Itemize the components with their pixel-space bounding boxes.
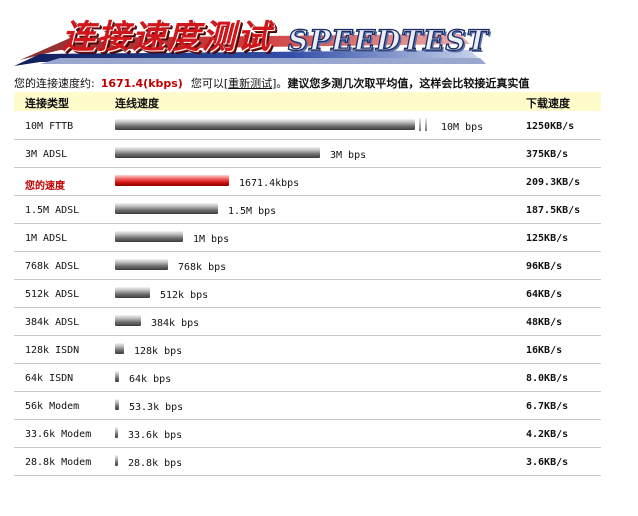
measured-speed: 1671.4(kbps) bbox=[100, 77, 183, 90]
download-speed: 187.5KB/s bbox=[526, 205, 581, 216]
banner: 连接速度测试 SPEEDTEST bbox=[0, 0, 638, 70]
connection-type: 3M ADSL bbox=[25, 149, 68, 160]
connection-type: 1M ADSL bbox=[25, 233, 68, 244]
banner-graphic bbox=[14, 34, 486, 66]
download-speed: 48KB/s bbox=[526, 317, 563, 328]
summary-prefix: 您的连接速度约: bbox=[14, 77, 95, 90]
table-row: 384k ADSL 384k bps 48KB/s bbox=[14, 308, 601, 336]
speed-bar bbox=[115, 343, 124, 354]
download-speed: 6.7KB/s bbox=[526, 401, 569, 412]
connection-type: 28.8k Modem bbox=[25, 457, 92, 468]
summary-tip: 建议您多测几次取平均值，这样会比较接近真实值 bbox=[287, 77, 530, 90]
table-row: 512k ADSL 512k bps 64KB/s bbox=[14, 280, 601, 308]
line-speed-label: 384k bps bbox=[151, 318, 200, 329]
connection-type: 您的速度 bbox=[25, 181, 65, 192]
bar-overflow-marker bbox=[419, 118, 429, 131]
header-line-speed: 连线速度 bbox=[115, 97, 159, 110]
table-row: 56k Modem 53.3k bps 6.7KB/s bbox=[14, 392, 601, 420]
line-speed-label: 1.5M bps bbox=[228, 206, 277, 217]
download-speed: 16KB/s bbox=[526, 345, 563, 356]
speed-bar bbox=[115, 371, 119, 382]
table-row: 1.5M ADSL 1.5M bps 187.5KB/s bbox=[14, 196, 601, 224]
table-row: 768k ADSL 768k bps 96KB/s bbox=[14, 252, 601, 280]
header-connection-type: 连接类型 bbox=[25, 97, 69, 110]
download-speed: 209.3KB/s bbox=[526, 177, 581, 188]
summary-can-text: 您可以[ bbox=[190, 77, 229, 90]
speed-summary: 您的连接速度约: 1671.4(kbps) 您可以[重新测试]。建议您多测几次取平均… bbox=[14, 75, 634, 91]
table-header: 连接类型 连线速度 下载速度 bbox=[14, 92, 601, 111]
speed-bar bbox=[115, 119, 415, 130]
line-speed-label: 1671.4kbps bbox=[239, 178, 300, 189]
header-download-speed: 下载速度 bbox=[526, 97, 570, 110]
speed-bar bbox=[115, 455, 118, 466]
connection-type: 512k ADSL bbox=[25, 289, 80, 300]
your-speed-bar bbox=[115, 175, 229, 186]
speed-bar bbox=[115, 315, 141, 326]
connection-type: 56k Modem bbox=[25, 401, 80, 412]
line-speed-label: 768k bps bbox=[178, 262, 227, 273]
retest-link[interactable]: 重新测试 bbox=[228, 77, 273, 90]
line-speed-label: 1M bps bbox=[193, 234, 230, 245]
line-speed-label: 3M bps bbox=[330, 150, 367, 161]
table-row: 28.8k Modem 28.8k bps 3.6KB/s bbox=[14, 448, 601, 476]
speed-bar bbox=[115, 147, 320, 158]
speed-bar bbox=[115, 203, 218, 214]
line-speed-label: 53.3k bps bbox=[129, 402, 184, 413]
table-row: 64k ISDN 64k bps 8.0KB/s bbox=[14, 364, 601, 392]
download-speed: 64KB/s bbox=[526, 289, 563, 300]
line-speed-label: 33.6k bps bbox=[128, 430, 183, 441]
line-speed-label: 28.8k bps bbox=[128, 458, 183, 469]
speed-bar bbox=[115, 259, 168, 270]
connection-type: 10M FTTB bbox=[25, 121, 74, 132]
speed-bar bbox=[115, 231, 183, 242]
download-speed: 8.0KB/s bbox=[526, 373, 569, 384]
table-row-your-speed: 您的速度 1671.4kbps 209.3KB/s bbox=[14, 168, 601, 196]
banner-title-en: SPEEDTEST bbox=[287, 23, 489, 57]
line-speed-label: 512k bps bbox=[160, 290, 209, 301]
connection-type: 768k ADSL bbox=[25, 261, 80, 272]
table-row: 128k ISDN 128k bps 16KB/s bbox=[14, 336, 601, 364]
speed-bar bbox=[115, 399, 119, 410]
download-speed: 4.2KB/s bbox=[526, 429, 569, 440]
summary-close: ]。 bbox=[272, 77, 288, 90]
table-row: 3M ADSL 3M bps 375KB/s bbox=[14, 140, 601, 168]
download-speed: 375KB/s bbox=[526, 149, 569, 160]
connection-type: 64k ISDN bbox=[25, 373, 74, 384]
download-speed: 3.6KB/s bbox=[526, 457, 569, 468]
table-row: 1M ADSL 1M bps 125KB/s bbox=[14, 224, 601, 252]
connection-type: 33.6k Modem bbox=[25, 429, 92, 440]
line-speed-label: 128k bps bbox=[134, 346, 183, 357]
connection-type: 384k ADSL bbox=[25, 317, 80, 328]
speed-bar bbox=[115, 427, 118, 438]
download-speed: 125KB/s bbox=[526, 233, 569, 244]
line-speed-label: 64k bps bbox=[129, 374, 172, 385]
speed-table: 10M FTTB 10M bps 1250KB/s 3M ADSL 3M bps 375K… bbox=[14, 112, 601, 476]
table-row: 10M FTTB 10M bps 1250KB/s bbox=[14, 112, 601, 140]
banner-title-cn: 连接速度测试 bbox=[62, 17, 272, 56]
download-speed: 96KB/s bbox=[526, 261, 563, 272]
download-speed: 1250KB/s bbox=[526, 121, 575, 132]
table-row: 33.6k Modem 33.6k bps 4.2KB/s bbox=[14, 420, 601, 448]
line-speed-label: 10M bps bbox=[441, 122, 484, 133]
speed-bar bbox=[115, 287, 150, 298]
connection-type: 128k ISDN bbox=[25, 345, 80, 356]
connection-type: 1.5M ADSL bbox=[25, 205, 80, 216]
